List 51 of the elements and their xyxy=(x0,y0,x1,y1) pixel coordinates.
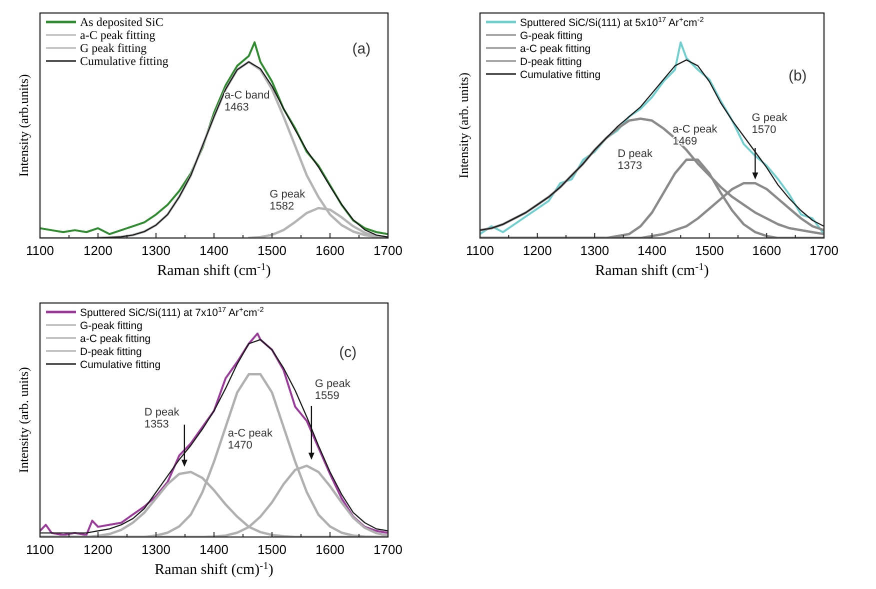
x-axis-title: Raman shift (cm$^{-1}$) xyxy=(157,262,271,279)
legend-label: G-peak fitting xyxy=(80,320,143,332)
x-tick-label: 1700 xyxy=(374,542,402,557)
x-tick-label: 1100 xyxy=(466,243,494,258)
annotation: D peak 1353 xyxy=(144,406,180,430)
x-tick-label: 1400 xyxy=(638,243,666,258)
y-axis-title: Intensity (arb. units) xyxy=(16,367,31,473)
annotation: a-C peak 1470 xyxy=(228,427,274,452)
legend-label: D-peak fitting xyxy=(80,346,142,358)
x-tick-label: 1100 xyxy=(26,243,54,258)
x-tick-label: 1500 xyxy=(694,243,724,258)
legend-label: a-C peak fitting xyxy=(520,43,591,55)
annotation: G peak 1559 xyxy=(314,378,351,402)
x-tick-label: 1500 xyxy=(258,542,286,557)
x-tick-label: 1600 xyxy=(752,243,782,258)
annotation: (b) xyxy=(788,68,807,84)
x-tick-label: 1600 xyxy=(316,243,344,258)
x-tick-label: 1500 xyxy=(258,243,286,258)
x-tick-label: 1400 xyxy=(200,542,228,557)
annotation: D peak 1373 xyxy=(618,148,653,172)
legend-label: a-C peak fitting xyxy=(80,28,156,42)
legend-label: Cumulative fitting xyxy=(80,359,161,371)
legend-label: Sputtered SiC/Si(111) at 5x10$^{17}$ Ar$^{+}$cm$^{-2}$ xyxy=(520,14,704,29)
legend-label: D-peak fitting xyxy=(520,56,582,68)
x-tick-label: 1200 xyxy=(522,243,552,258)
legend-label: G peak fitting xyxy=(80,41,147,55)
x-axis-title: Raman shift (cm)$^{-1}$) xyxy=(154,560,274,578)
x-tick-label: 1600 xyxy=(316,542,344,557)
x-tick-label: 1100 xyxy=(26,542,54,557)
y-axis-title: Intensity (arb. units) xyxy=(456,72,471,178)
x-tick-label: 1300 xyxy=(580,243,610,258)
annotation: a-C band 1463 xyxy=(224,90,270,114)
legend-label: G-peak fitting xyxy=(520,30,583,42)
annotation: (a) xyxy=(352,40,371,58)
legend-label: a-C peak fitting xyxy=(80,333,151,345)
x-axis-title: Raman shift (cm$^{-1}$) xyxy=(595,262,709,279)
x-tick-label: 1300 xyxy=(142,243,170,258)
x-tick-label: 1700 xyxy=(810,243,838,258)
annotation: G peak 1570 xyxy=(752,112,788,136)
x-tick-label: 1300 xyxy=(142,542,170,557)
legend-label: Cumulative fitting xyxy=(80,54,168,68)
annotation: (c) xyxy=(339,344,357,361)
legend-label: As deposited SiC xyxy=(80,15,164,29)
y-axis-title: Intensity (arb.units) xyxy=(16,74,31,177)
legend-label: Cumulative fitting xyxy=(520,69,601,81)
annotation: G peak 1582 xyxy=(270,188,306,212)
x-tick-label: 1200 xyxy=(84,243,112,258)
x-tick-label: 1200 xyxy=(84,542,112,557)
x-tick-label: 1700 xyxy=(374,243,402,258)
legend-label: Sputtered SiC/Si(111) at 7x10$^{17}$ Ar$^{+}$cm$^{-2}$ xyxy=(80,304,264,319)
x-tick-label: 1400 xyxy=(200,243,228,258)
